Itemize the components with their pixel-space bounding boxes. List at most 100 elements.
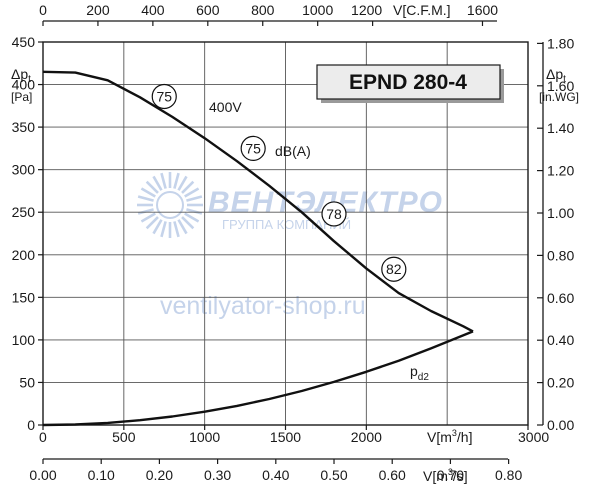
left-tick-label: 300 — [12, 162, 36, 178]
sound-marker-label: 82 — [386, 261, 402, 277]
watermark-sun-ray — [177, 219, 188, 235]
bottom-secondary-tick-label: 0.20 — [146, 467, 173, 483]
watermark-sun-ray — [177, 175, 188, 191]
right-tick-label: 1.20 — [547, 163, 574, 179]
right-tick-label: 0.60 — [547, 290, 574, 306]
series-line-pd2 — [42, 330, 474, 427]
left-axis-label: Δpt — [11, 66, 31, 85]
bottom-axis: 0 500 1000 1500 2000 3000 V[m3/h] — [39, 425, 549, 445]
left-tick-label: 0 — [27, 417, 35, 433]
left-tick-label: 400 — [12, 77, 36, 93]
top-tick-label: 200 — [86, 2, 110, 18]
watermark-sun-ray — [137, 195, 154, 202]
watermark-sun-ray — [186, 195, 203, 202]
left-axis-label-main: Δp — [11, 66, 28, 82]
left-axis: 0 50 100 150 200 250 300 350 400 450 Δpt [Pa] — [11, 34, 43, 433]
left-tick-label: 450 — [12, 34, 36, 50]
watermark-site: ventilyator-shop.ru — [160, 292, 366, 320]
bottom-tick-label: 2000 — [351, 429, 382, 445]
right-tick-label: 1.80 — [547, 35, 574, 51]
bottom-tick-label: 500 — [112, 429, 136, 445]
bottom-secondary-tick-label: 0.40 — [262, 467, 289, 483]
right-tick-label: 0.00 — [547, 417, 574, 433]
sound-marker-label: 78 — [326, 206, 342, 222]
pd2-label-main: p — [410, 363, 418, 379]
top-tick-label: 800 — [251, 2, 275, 18]
pd2-label-sub: d2 — [418, 372, 430, 383]
right-axis-label: Δpt — [546, 66, 566, 85]
voltage-label: 400V — [209, 99, 242, 115]
sound-markers: 75 75 78 82 — [151, 83, 407, 282]
watermark-sun-ray — [140, 187, 156, 198]
title-box: EPND 280-4 — [316, 64, 504, 103]
watermark-sun-icon — [137, 172, 203, 238]
left-tick-label: 250 — [12, 204, 36, 220]
left-tick-label: 150 — [12, 289, 36, 305]
right-tick-label: 1.40 — [547, 120, 574, 136]
watermark-sun-ray — [181, 216, 195, 230]
bottom-axis-label: V[m3/h] — [427, 428, 472, 445]
top-tick-label: 600 — [196, 2, 220, 18]
right-axis-label-main: Δp — [546, 66, 563, 82]
top-axis-label: V[C.F.M.] — [393, 2, 451, 18]
bottom-secondary-tick-label: 0.30 — [204, 467, 231, 483]
bottom-secondary-tick-label: 0.60 — [379, 467, 406, 483]
bottom-tick-label: 1000 — [189, 429, 220, 445]
left-tick-label: 50 — [19, 374, 35, 390]
left-tick-label: 350 — [12, 119, 36, 135]
watermark-sun-ray — [145, 180, 159, 194]
sound-marker-label: 75 — [156, 88, 172, 104]
left-tick-label: 100 — [12, 332, 36, 348]
watermark-sun-ray — [173, 172, 180, 189]
right-tick-label: 1.60 — [547, 78, 574, 94]
bottom-secondary-tick-label: 0.50 — [320, 467, 347, 483]
watermark-sun-ray — [184, 187, 200, 198]
left-tick-label: 200 — [12, 247, 36, 263]
top-axis: 0 200 400 600 800 1000 1200 1600 V[C.F.M.] — [39, 2, 498, 26]
top-tick-label: 400 — [141, 2, 165, 18]
top-tick-label: 1600 — [467, 2, 498, 18]
right-axis: 0.00 0.20 0.40 0.60 0.80 1.00 1.20 1.40 1.60 1.80… — [537, 35, 579, 433]
right-axis-unit: [in.WG] — [539, 90, 579, 104]
bottom-tick-label: 0 — [39, 429, 47, 445]
watermark-sun-core — [156, 191, 184, 219]
bottom-tick-label: 1500 — [270, 429, 301, 445]
right-tick-label: 0.80 — [547, 247, 574, 263]
watermark-sun-ray — [186, 208, 203, 215]
watermark-sun-ray — [181, 180, 195, 194]
series-line-400v — [42, 70, 474, 333]
sound-marker-circle — [381, 256, 407, 282]
watermark-sun-ray — [160, 172, 167, 189]
sound-marker-circle — [151, 83, 177, 110]
right-tick-label: 0.40 — [547, 332, 574, 348]
top-tick-label: 1000 — [302, 2, 333, 18]
watermark-sun-ray — [137, 208, 154, 215]
watermark-sun-ray — [145, 216, 159, 230]
top-tick-label: 0 — [39, 2, 47, 18]
right-tick-label: 0.20 — [547, 375, 574, 391]
series-group — [42, 70, 474, 427]
watermark-logo: ВЕНТЭЛЕКТРО ГРУППА КОМПАНИЙ ventilyator-… — [137, 172, 442, 320]
left-axis-unit: [Pa] — [11, 90, 32, 104]
pd2-label: pd2 — [410, 363, 429, 383]
bottom-secondary-tick-label: 0.00 — [29, 467, 56, 483]
watermark-sun-ray — [160, 221, 167, 238]
sound-unit-label: dB(A) — [275, 143, 311, 159]
watermark-sun-ray — [152, 219, 163, 235]
bottom-tick-label: 3000 — [518, 429, 549, 445]
watermark-sun-ray — [140, 212, 156, 223]
top-tick-label: 1200 — [351, 2, 382, 18]
grid-lines — [43, 42, 528, 425]
bottom-secondary-tick-label: 0.10 — [88, 467, 115, 483]
sound-marker-circle — [240, 135, 266, 161]
sound-marker-circle — [321, 201, 347, 227]
bottom-secondary-axis-label: V[m3/s] — [423, 467, 468, 484]
title-box-frame — [316, 64, 501, 100]
chart-title: EPND 280-4 — [349, 71, 467, 94]
watermark-sun-ray — [173, 221, 180, 238]
right-tick-label: 1.00 — [547, 205, 574, 221]
bottom-secondary-tick-label: 0.70 — [437, 467, 464, 483]
watermark-sun-ray — [152, 175, 163, 191]
sound-marker-label: 75 — [245, 140, 261, 156]
